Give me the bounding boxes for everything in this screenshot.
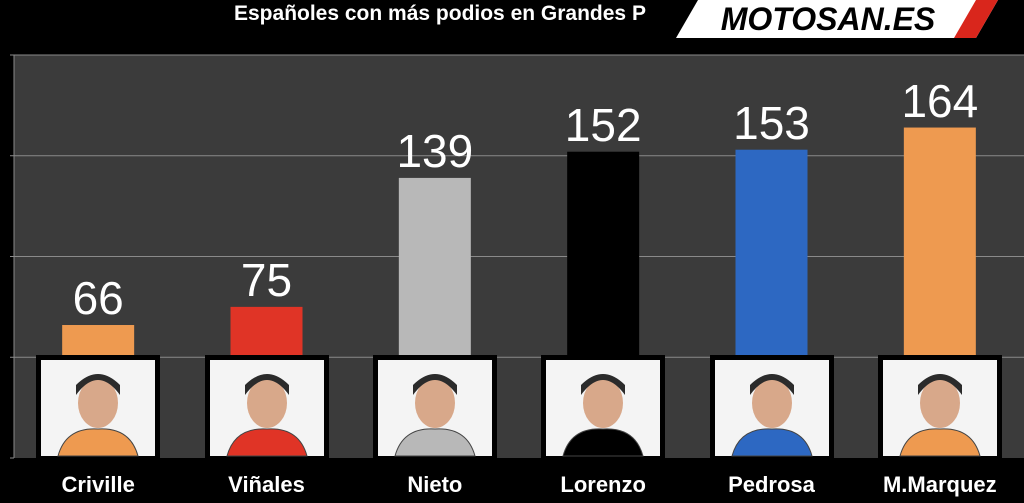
rider-portrait-icon: [372, 355, 497, 459]
category-label: Criville: [61, 472, 135, 497]
bar-value-label: 164: [901, 74, 979, 127]
rider-portrait-icon: [877, 355, 1002, 459]
bar-value-label: 75: [240, 253, 293, 306]
gridlines: [10, 54, 1024, 459]
category-label: Nieto: [407, 472, 463, 497]
bar-value-label: 66: [72, 272, 124, 324]
rider-portrait-icon: [36, 355, 161, 459]
rider-portrait-icon: [709, 355, 834, 459]
category-label: M.Marquez: [882, 472, 997, 497]
category-label: Pedrosa: [728, 472, 815, 497]
logo-text: MOTOSAN.ES: [721, 1, 936, 37]
bar-value-label: 152: [564, 98, 642, 151]
motosan-logo: MOTOSAN.ES: [676, 0, 998, 38]
category-label: Viñales: [228, 472, 305, 497]
rider-portrait-icon: [204, 355, 329, 459]
bar-value-label: 139: [396, 124, 474, 177]
category-label: Lorenzo: [560, 472, 646, 497]
rider-portrait-icon: [541, 355, 666, 459]
bar-value-label: 153: [733, 96, 810, 149]
chart-title: Españoles con más podios en Grandes P: [234, 2, 646, 25]
